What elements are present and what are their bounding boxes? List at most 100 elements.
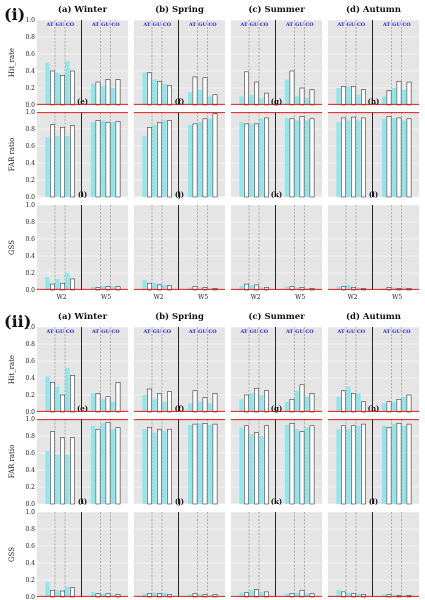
bar-reference — [304, 427, 310, 504]
bar-reference — [55, 590, 60, 597]
bar-reference — [284, 424, 290, 504]
bar-reference — [65, 454, 70, 504]
season-title: (b) Spring — [155, 4, 204, 15]
metric-row-3: GSS (i) 0.0 0.2 0.4 0.6 0.8 1.0 W2 W5 (j) W2 W5 (k) W2… — [8, 190, 419, 301]
bar-reference — [55, 454, 60, 504]
bar-reference — [90, 425, 96, 504]
y-tick-label: 0.2 — [25, 270, 35, 277]
group-label: CO — [111, 22, 120, 28]
bar-reference — [239, 96, 244, 105]
y-axis-label: FAR ratio — [8, 138, 16, 172]
bar-model — [351, 393, 356, 413]
bar-reference — [162, 592, 167, 597]
bar-model — [264, 117, 269, 198]
bar-reference — [152, 124, 157, 197]
bar-reference — [284, 401, 290, 412]
bar-reference — [142, 429, 147, 504]
bar-reference — [162, 120, 167, 197]
bar-reference — [356, 120, 361, 197]
bar-reference — [294, 592, 300, 597]
x-tick-label: W2 — [348, 294, 358, 301]
bar-reference — [259, 591, 264, 597]
panel-background — [328, 512, 419, 597]
y-tick-label: 0.4 — [25, 375, 35, 382]
bar-reference — [304, 593, 310, 597]
bar-model — [406, 81, 412, 106]
bar-model — [244, 123, 249, 198]
bar-model — [50, 589, 55, 598]
group-label: AT — [91, 22, 100, 28]
group-label: AT — [45, 329, 54, 335]
bar-model — [202, 594, 208, 598]
bar-reference — [249, 393, 254, 412]
bar-model — [202, 77, 208, 106]
bar-model — [351, 593, 356, 598]
y-tick-label: 1.0 — [25, 416, 35, 423]
y-axis-label: Hit_rate — [8, 48, 16, 77]
bar-model — [309, 593, 315, 598]
bar-model — [95, 287, 101, 291]
bar-model — [167, 285, 172, 291]
bar-reference — [401, 425, 407, 504]
y-tick-label: 0.8 — [25, 433, 35, 440]
season-title: (a) Winter — [58, 311, 108, 322]
bar-model — [95, 428, 101, 505]
bar-model — [157, 593, 162, 598]
season-title: (d) Autumn — [346, 311, 401, 322]
bar-model — [70, 125, 75, 198]
bar-reference — [100, 285, 106, 290]
y-tick-label: 0.4 — [25, 160, 35, 167]
bar-reference — [45, 137, 50, 197]
bar-reference — [90, 83, 96, 105]
bar-reference — [110, 401, 116, 412]
bar-reference — [239, 122, 244, 197]
bar-reference — [187, 92, 193, 105]
bar-reference — [142, 72, 147, 105]
bar-model — [192, 390, 198, 413]
bar-model — [406, 118, 412, 198]
bar-reference — [207, 424, 213, 504]
section-1: (i) Hit_rate (a) Winter 0.0 0.2 0.4 0.6 0.8 1.0 A… — [4, 4, 419, 301]
subplot: (g) — [231, 404, 322, 505]
group-label: CO — [66, 22, 75, 28]
bar-reference — [142, 593, 147, 597]
subplot-tag: (f) — [175, 97, 185, 106]
bar-model — [202, 397, 208, 413]
y-tick-label: 0.0 — [25, 594, 35, 600]
subplot: (i) 0.0 0.2 0.4 0.6 0.8 1.0 W2 W5 — [25, 190, 128, 301]
panel-background — [37, 205, 128, 290]
y-tick-label: 0.0 — [25, 194, 35, 201]
bar-reference — [100, 593, 106, 597]
bar-reference — [142, 135, 147, 197]
bar-reference — [239, 399, 244, 412]
bar-reference — [336, 396, 341, 412]
group-label: CO — [402, 329, 411, 335]
y-tick-label: 0.2 — [25, 577, 35, 584]
bar-model — [212, 94, 218, 106]
bar-reference — [284, 593, 290, 597]
bar-model — [341, 117, 346, 198]
bar-model — [254, 387, 259, 413]
group-label: GU — [198, 329, 207, 335]
group-label: GU — [392, 329, 401, 335]
bar-model — [396, 399, 402, 413]
group-label: CO — [357, 329, 366, 335]
x-tick-label: W5 — [198, 294, 208, 301]
season-title: (c) Summer — [248, 311, 305, 322]
group-label: AT — [45, 22, 54, 28]
bar-model — [289, 286, 295, 291]
bar-model — [244, 394, 249, 413]
subplot: (g) — [231, 97, 322, 198]
subplot: (e) 0.0 0.2 0.4 0.6 0.8 1.0 — [25, 404, 128, 508]
bar-reference — [391, 117, 397, 197]
group-label: CO — [208, 329, 217, 335]
group-label: GU — [295, 22, 304, 28]
bar-model — [70, 587, 75, 598]
bar-model — [157, 428, 162, 505]
bar-model — [167, 391, 172, 413]
